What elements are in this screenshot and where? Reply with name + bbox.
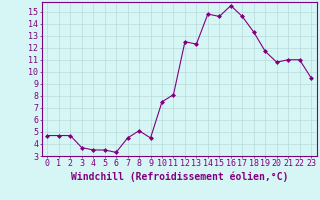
X-axis label: Windchill (Refroidissement éolien,°C): Windchill (Refroidissement éolien,°C) xyxy=(70,171,288,182)
